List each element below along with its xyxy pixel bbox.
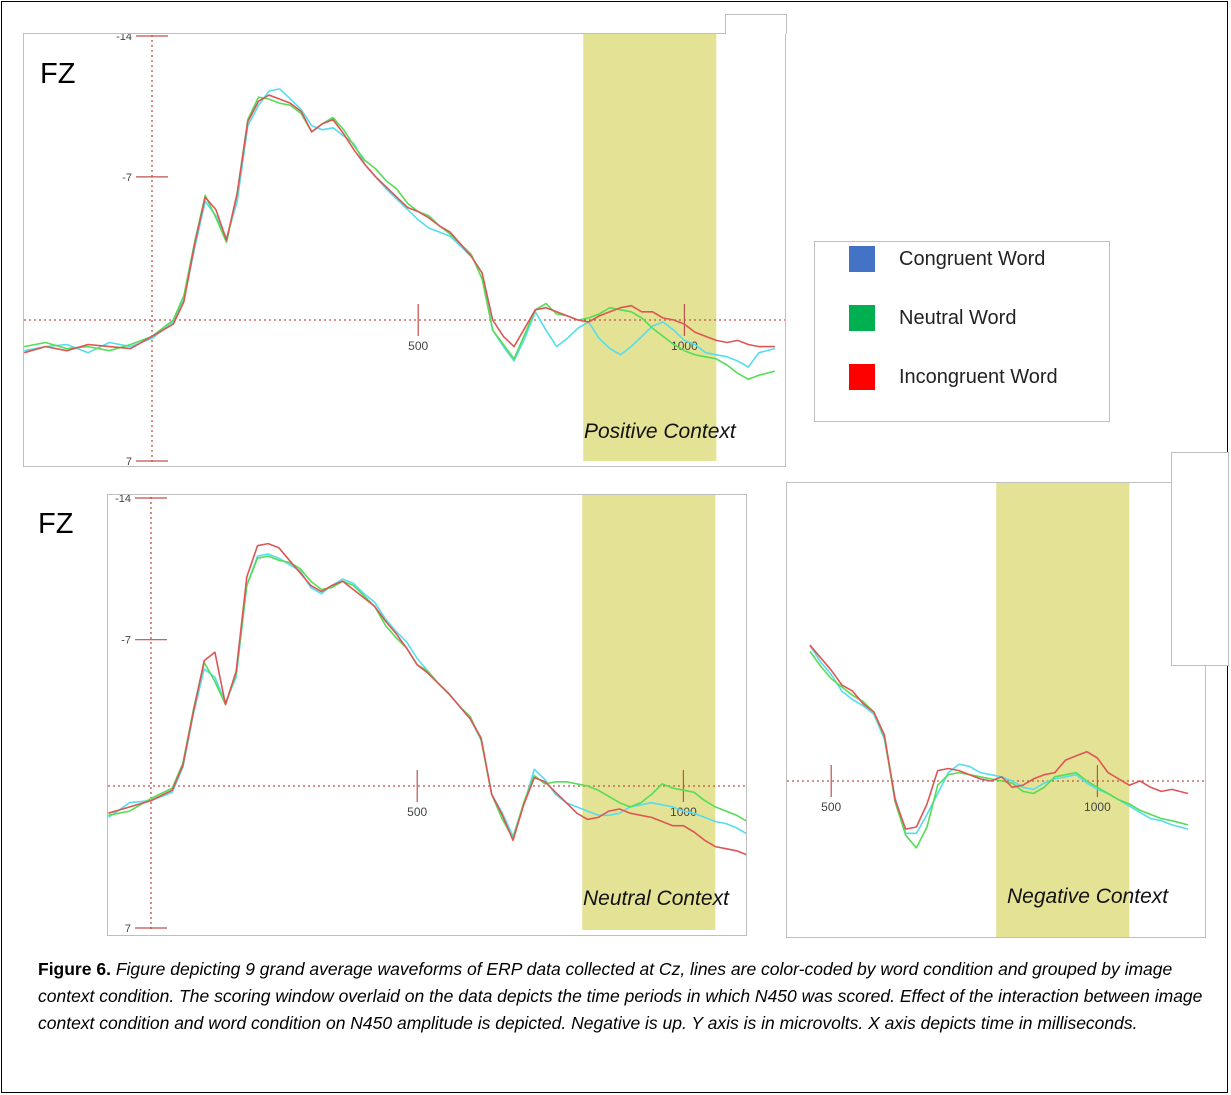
legend-swatch-congruent <box>849 246 875 272</box>
series-congruent-line <box>24 88 776 368</box>
series-incongruent-line <box>809 644 1189 830</box>
x-tick-label: 1000 <box>1084 800 1111 814</box>
chart-negative-svg: 500 1000 <box>787 483 1205 937</box>
blank-box-right <box>1171 452 1229 666</box>
legend-item-congruent: Congruent Word <box>849 246 1045 272</box>
chart-panel-negative: 500 1000 Negative Context <box>786 482 1206 938</box>
chart-panel-positive: -14 -7 7 500 1000 FZ Positive Context <box>23 33 786 467</box>
context-label: Negative Context <box>1007 885 1169 908</box>
legend-label: Incongruent Word <box>899 365 1058 388</box>
legend-swatch-neutral <box>849 305 875 331</box>
y-tick-label: -7 <box>121 635 131 647</box>
x-tick-label: 500 <box>407 805 427 819</box>
caption-bold: Figure 6. <box>38 959 111 979</box>
y-tick-label: -14 <box>115 495 131 505</box>
y-tick-label: 7 <box>125 923 131 935</box>
channel-label: FZ <box>40 58 76 90</box>
caption-italic: Figure depicting 9 grand average wavefor… <box>38 959 1203 1033</box>
series-incongruent-line <box>24 94 775 354</box>
x-tick-label: 500 <box>821 800 841 814</box>
y-tick-label: 7 <box>126 456 132 467</box>
y-tick-label: -14 <box>116 34 132 43</box>
chart-panel-neutral: -14 -7 7 500 1000 Neutral Context <box>107 494 747 936</box>
legend: Congruent Word Neutral Word Incongruent … <box>814 241 1110 422</box>
legend-label: Congruent Word <box>899 247 1046 270</box>
scoring-window <box>583 34 717 461</box>
series-incongruent-line <box>108 542 746 856</box>
figure-caption: Figure 6. Figure depicting 9 grand avera… <box>38 956 1208 1037</box>
scoring-window <box>582 495 716 930</box>
scoring-window <box>996 483 1130 937</box>
blank-box-top-right <box>725 14 787 34</box>
legend-item-neutral: Neutral Word <box>849 305 1016 331</box>
x-tick-label: 500 <box>408 339 428 353</box>
y-tick-label: -7 <box>122 172 132 184</box>
legend-swatch-incongruent <box>849 364 875 390</box>
legend-item-incongruent: Incongruent Word <box>849 364 1058 390</box>
channel-label: FZ <box>38 508 74 540</box>
series-neutral-line <box>24 96 776 381</box>
context-label: Positive Context <box>584 420 736 443</box>
context-label: Neutral Context <box>583 887 729 910</box>
legend-label: Neutral Word <box>899 306 1017 329</box>
